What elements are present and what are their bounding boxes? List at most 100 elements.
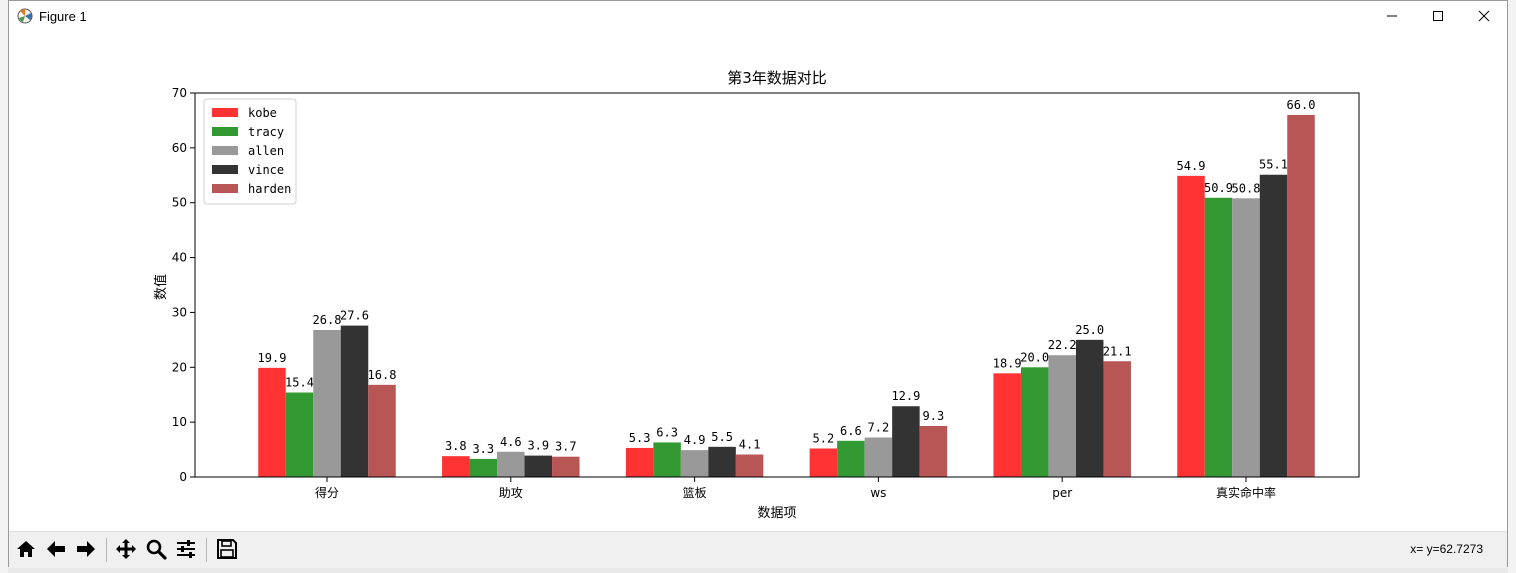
window-controls [1369,1,1507,31]
floppy-icon [217,539,237,559]
back-button[interactable] [43,536,69,562]
bar-value-label: 5.3 [629,431,651,445]
y-tick-label: 40 [172,251,187,265]
bar-value-label: 55.1 [1259,158,1288,172]
bar-allen [680,450,709,477]
bar-allen [1048,355,1076,477]
bar-value-label: 12.9 [891,389,920,403]
cursor-coordinates: x= y=62.7273 [1410,542,1483,556]
chart-title: 第3年数据对比 [727,69,827,87]
x-axis-label: 数据项 [757,506,796,521]
bar-allen [313,329,341,477]
figure-window: Figure 1 第3年数据对比 数值 数据项 0 10 20 30 40 50 60 70 1… [8,0,1508,568]
bar-value-label: 21.1 [1103,344,1132,358]
y-tick-label: 20 [172,360,187,374]
save-button[interactable] [214,536,240,562]
sliders-icon [177,540,195,558]
figure-canvas[interactable]: 第3年数据对比 数值 数据项 0 10 20 30 40 50 60 70 19.9 15.4 26… [9,31,1507,531]
configure-subplots-button[interactable] [173,536,199,562]
bar-vince [1259,174,1288,478]
bar-harden [735,454,764,477]
minimize-button[interactable] [1369,1,1415,31]
title-bar[interactable]: Figure 1 [9,1,1507,31]
y-tick-label: 0 [179,470,187,484]
legend-swatch-vince [212,165,238,174]
bar-value-label: 4.1 [739,438,761,452]
bar-value-label: 3.9 [527,439,549,453]
bar-value-label: 27.6 [340,309,369,323]
minimize-icon [1387,15,1397,17]
maximize-icon [1433,11,1443,21]
legend-swatch-kobe [212,108,238,117]
legend-swatch-tracy [212,127,238,136]
toolbar-separator [206,538,207,562]
toolbar-separator [106,538,107,562]
x-tick-label: 篮板 [683,485,707,500]
bar-value-label: 22.2 [1048,338,1077,352]
background-window-edge [0,0,8,573]
bar-value-label: 26.8 [313,313,342,327]
bar-value-label: 3.7 [555,440,577,454]
bar-value-label: 3.3 [472,442,494,456]
y-tick-label: 60 [172,141,187,155]
y-axis-label: 数值 [153,274,169,300]
bar-value-label: 19.9 [258,351,287,365]
bar-allen [497,451,525,477]
bar-kobe [625,447,654,477]
bar-kobe [258,367,286,477]
bar-vince [892,406,920,477]
bar-value-label: 50.8 [1232,181,1261,195]
bar-harden [919,425,948,477]
bar-kobe [442,456,470,477]
legend-label-vince: vince [248,163,284,177]
home-button[interactable] [13,536,39,562]
move-icon [116,539,136,559]
magnifier-icon [146,539,167,560]
bar-value-label: 4.9 [684,433,706,447]
bar-tracy [469,458,498,477]
legend-label-tracy: tracy [248,125,284,139]
bar-value-label: 7.2 [868,421,890,435]
zoom-button[interactable] [143,536,169,562]
bar-value-label: 6.6 [840,424,862,438]
arrow-left-icon [47,541,65,557]
bar-value-label: 6.3 [656,425,678,439]
bar-value-label: 3.8 [445,439,467,453]
bar-harden [368,384,396,477]
bar-harden [552,456,580,477]
bar-value-label: 18.9 [993,356,1022,370]
bar-vince [340,325,369,477]
bar-kobe [809,448,838,477]
bar-value-label: 66.0 [1287,98,1316,112]
bar-value-label: 20.0 [1020,350,1049,364]
legend: kobe tracy allen vince harden [203,98,297,205]
bar-kobe [1177,175,1205,477]
bar-value-label: 50.9 [1204,181,1233,195]
y-tick-label: 50 [172,196,187,210]
x-tick-label: 真实命中率 [1216,485,1276,500]
navigation-toolbar: x= y=62.7273 [9,531,1507,568]
bar-kobe [993,373,1021,477]
legend-swatch-harden [212,184,238,193]
background-window-edge-right [1508,0,1516,573]
bar-chart: 第3年数据对比 数值 数据项 0 10 20 30 40 50 60 70 19.9 15.4 26… [153,69,1360,521]
maximize-button[interactable] [1415,1,1461,31]
legend-label-allen: allen [248,144,284,158]
bar-value-label: 5.5 [711,430,733,444]
bar-tracy [837,440,865,477]
bar-harden [1287,114,1315,477]
legend-label-kobe: kobe [248,106,277,120]
x-tick-label: per [1052,486,1072,500]
pan-button[interactable] [113,536,139,562]
bar-allen [1232,198,1260,477]
legend-label-harden: harden [248,182,291,196]
bar-value-label: 16.8 [368,368,397,382]
bar-tracy [1204,197,1233,477]
legend-swatch-allen [212,146,238,155]
close-button[interactable] [1461,1,1507,31]
bar-value-label: 5.2 [813,431,835,445]
bar-value-label: 15.4 [285,376,314,390]
y-tick-label: 30 [172,305,187,319]
forward-button[interactable] [73,536,99,562]
x-tick-label: ws [870,486,886,500]
